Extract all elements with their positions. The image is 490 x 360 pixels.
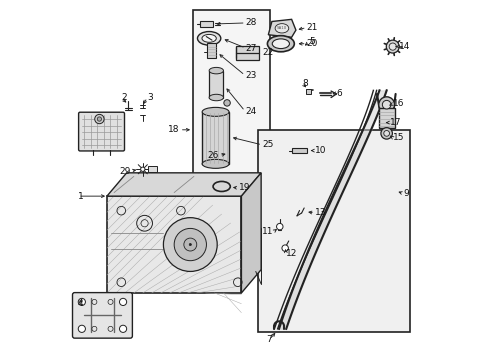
Bar <box>379 108 394 128</box>
Bar <box>293 148 307 153</box>
Text: 23: 23 <box>245 71 256 80</box>
Text: 29: 29 <box>120 167 131 176</box>
Ellipse shape <box>197 32 221 45</box>
Text: 16: 16 <box>393 99 404 108</box>
Bar <box>193 10 270 182</box>
Text: 15: 15 <box>393 133 404 142</box>
Bar <box>207 43 216 58</box>
Circle shape <box>389 43 396 50</box>
Circle shape <box>78 325 85 332</box>
Circle shape <box>78 298 85 306</box>
Text: 6: 6 <box>337 89 342 98</box>
Circle shape <box>164 218 217 271</box>
Circle shape <box>120 298 126 306</box>
Polygon shape <box>242 173 261 293</box>
Text: 2: 2 <box>122 93 127 102</box>
Text: 17: 17 <box>390 118 401 127</box>
Circle shape <box>97 117 101 121</box>
Text: 4: 4 <box>77 299 83 308</box>
Ellipse shape <box>275 24 289 33</box>
Circle shape <box>382 100 391 109</box>
Circle shape <box>381 128 392 139</box>
Text: 14: 14 <box>399 42 411 51</box>
Text: 18: 18 <box>168 125 180 134</box>
Text: 8: 8 <box>302 79 308 88</box>
Text: 20: 20 <box>307 39 318 48</box>
Ellipse shape <box>202 35 216 42</box>
Text: 25: 25 <box>262 140 273 149</box>
Circle shape <box>224 100 230 106</box>
Circle shape <box>276 224 283 230</box>
FancyBboxPatch shape <box>107 196 242 293</box>
Circle shape <box>95 114 104 124</box>
Circle shape <box>384 131 390 136</box>
Circle shape <box>189 243 192 246</box>
Circle shape <box>379 97 394 113</box>
Bar <box>306 89 311 94</box>
Ellipse shape <box>209 94 223 101</box>
Text: 21: 21 <box>307 23 318 32</box>
Ellipse shape <box>202 159 229 168</box>
Text: 27: 27 <box>245 44 257 53</box>
Bar <box>202 112 229 164</box>
Text: 1: 1 <box>78 192 84 201</box>
Text: 7: 7 <box>267 335 272 344</box>
Circle shape <box>386 40 399 53</box>
Circle shape <box>282 245 289 251</box>
Text: 24: 24 <box>245 107 256 116</box>
Ellipse shape <box>272 39 290 49</box>
Ellipse shape <box>209 67 223 74</box>
Text: 10: 10 <box>315 146 326 155</box>
Text: 26: 26 <box>208 151 219 160</box>
Text: 9: 9 <box>403 189 409 198</box>
Text: SA10: SA10 <box>277 26 287 30</box>
Circle shape <box>174 228 206 261</box>
Circle shape <box>120 325 126 332</box>
Text: 22: 22 <box>262 48 273 57</box>
Polygon shape <box>107 173 261 196</box>
Bar <box>148 166 157 172</box>
Text: 3: 3 <box>147 93 153 102</box>
Bar <box>209 71 223 98</box>
Bar <box>258 130 410 332</box>
Ellipse shape <box>268 36 294 52</box>
Polygon shape <box>269 19 296 37</box>
Text: 5: 5 <box>310 37 315 46</box>
Text: 11: 11 <box>262 228 273 237</box>
Circle shape <box>184 238 197 251</box>
Bar <box>200 21 213 27</box>
FancyBboxPatch shape <box>78 112 124 151</box>
Circle shape <box>141 167 145 171</box>
Text: 28: 28 <box>245 18 257 27</box>
Text: 19: 19 <box>239 183 250 192</box>
Text: 12: 12 <box>286 249 297 258</box>
Text: 13: 13 <box>315 208 326 217</box>
Ellipse shape <box>202 107 229 116</box>
FancyBboxPatch shape <box>73 293 132 338</box>
Bar <box>236 45 259 60</box>
